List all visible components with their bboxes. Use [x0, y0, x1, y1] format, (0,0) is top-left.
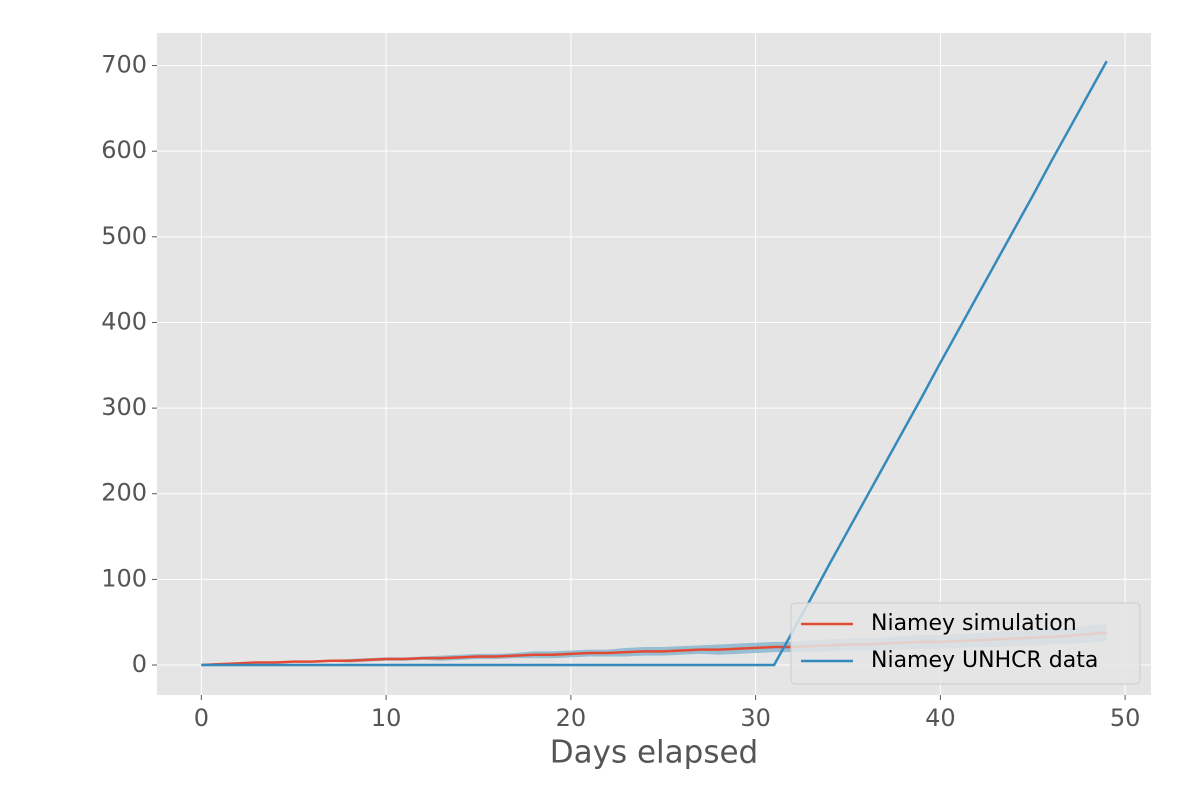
y-tick-label: 300: [101, 393, 147, 421]
x-tick-label: 50: [1110, 704, 1141, 732]
y-tick-label: 0: [132, 650, 147, 678]
x-tick-label: 40: [925, 704, 956, 732]
legend-box: [790, 602, 1141, 685]
x-tick-label: 10: [371, 704, 402, 732]
legend-label: Niamey UNHCR data: [871, 648, 1098, 673]
plot-area: [157, 33, 1151, 695]
y-tick-label: 700: [101, 51, 147, 79]
y-tick-label: 100: [101, 564, 147, 592]
legend-label: Niamey simulation: [871, 611, 1077, 636]
x-tick-label: 0: [194, 704, 209, 732]
y-tick-label: 500: [101, 222, 147, 250]
series-line: [201, 60, 1108, 667]
x-tick-label: 30: [740, 704, 771, 732]
y-tick-label: 200: [101, 479, 147, 507]
x-tick-label: 20: [556, 704, 587, 732]
x-axis-label: Days elapsed: [550, 735, 758, 771]
y-tick-label: 600: [101, 136, 147, 164]
y-tick-label: 400: [101, 307, 147, 335]
